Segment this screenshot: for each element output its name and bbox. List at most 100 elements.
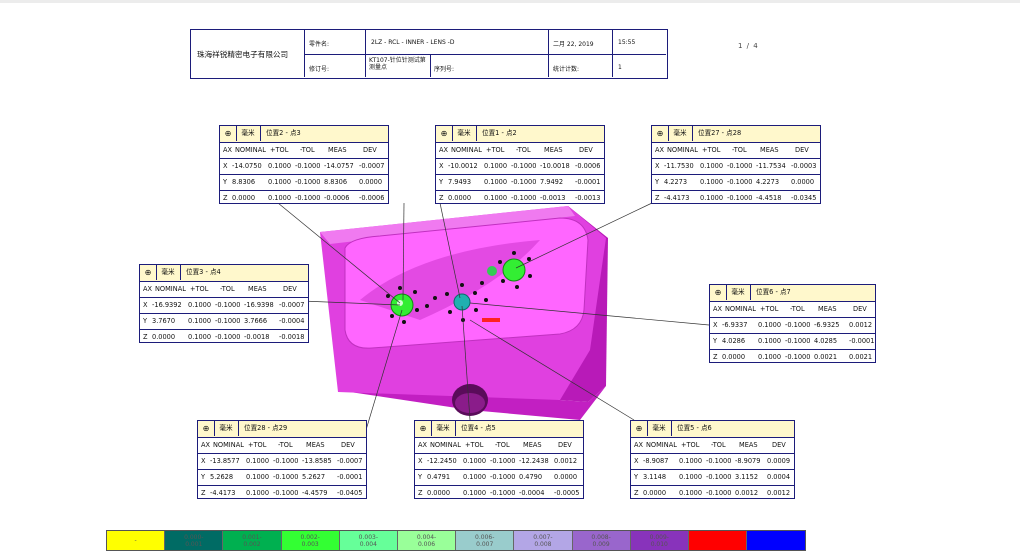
cell-ptol: 0.1000 [700, 178, 724, 186]
cell-meas: -4.4518 [756, 194, 782, 202]
cell-ptol: 0.1000 [700, 194, 724, 202]
cell-ax: Y [634, 473, 639, 481]
col-ax: AX [634, 441, 644, 449]
feature-label: 位置2 - 点3 [266, 129, 301, 137]
col-dev: DEV [579, 146, 593, 154]
dim-box-p2-pt3: ⊕ 毫米 位置2 - 点3 AX NOMINAL +TOL -TOL MEAS … [219, 125, 389, 204]
report-header: 珠海祥锐精密电子有限公司 零件名: 2LZ - RCL - INNER - LE… [190, 29, 668, 79]
cell-nominal: -13.8577 [210, 457, 240, 465]
cell-ptol: 0.1000 [246, 473, 270, 481]
col-dev: DEV [341, 441, 355, 449]
cell-meas: -0.0006 [324, 194, 350, 202]
legend-cell: 0.001- 0.002 [223, 531, 282, 550]
cell-mtol: -0.1000 [706, 473, 732, 481]
col-dev: DEV [853, 305, 867, 313]
cell-dev: 0.0000 [359, 178, 383, 186]
position-tolerance-icon: ⊕ [415, 421, 432, 436]
feature-label: 位置28 - 点29 [244, 424, 288, 432]
cell-nominal: 0.0000 [152, 333, 176, 341]
cell-nominal: -6.9337 [722, 321, 748, 329]
cell-nominal: -11.7530 [664, 162, 694, 170]
cell-nominal: 4.2273 [664, 178, 688, 186]
cell-ptol: 0.1000 [246, 457, 270, 465]
page-indicator: 1 / 4 [738, 42, 759, 50]
stat-count-label: 统计计数: [553, 66, 580, 73]
cell-nominal: -4.4173 [210, 489, 236, 497]
cell-ptol: 0.1000 [268, 178, 292, 186]
cell-nominal: 3.7670 [152, 317, 176, 325]
cell-ptol: 0.1000 [758, 337, 782, 345]
legend-cell: - [107, 531, 166, 550]
cell-nominal: 0.0000 [448, 194, 472, 202]
col-dev: DEV [283, 285, 297, 293]
cell-nominal: 0.0000 [643, 489, 667, 497]
cell-nominal: 3.1148 [643, 473, 667, 481]
serial-label: 序列号: [434, 66, 455, 73]
legend-cell: 0.009- 0.010 [630, 531, 689, 550]
cell-ptol: 0.1000 [679, 489, 703, 497]
cell-ax: Z [655, 194, 660, 202]
cell-meas: -14.0757 [324, 162, 354, 170]
feature-label: 位置5 - 点6 [677, 424, 712, 432]
cell-mtol: -0.1000 [215, 301, 241, 309]
cell-ptol: 0.1000 [758, 321, 782, 329]
col-mtol: -TOL [220, 285, 235, 293]
cell-ax: X [634, 457, 639, 465]
unit-label: 毫米 [214, 421, 239, 436]
position-tolerance-icon: ⊕ [436, 126, 453, 141]
dim-box-p28-pt29: ⊕ 毫米 位置28 - 点29 AX NOMINAL +TOL -TOL MEA… [197, 420, 367, 499]
cell-ax: Z [143, 333, 148, 341]
col-ptol: +TOL [248, 441, 267, 449]
legend-cell: 0.000- 0.001 [165, 531, 224, 550]
col-ptol: +TOL [465, 441, 484, 449]
cell-nominal: 4.0286 [722, 337, 746, 345]
part-name: 2LZ - RCL - INNER - LENS -D [371, 39, 455, 46]
report-time: 15:55 [618, 39, 636, 46]
unit-label: 毫米 [647, 421, 672, 436]
cell-meas: -12.2438 [519, 457, 549, 465]
cell-meas: 4.2273 [756, 178, 780, 186]
cell-mtol: -0.1000 [727, 178, 753, 186]
cell-nominal: -10.0012 [448, 162, 478, 170]
cell-ax: Z [418, 489, 423, 497]
cell-mtol: -0.1000 [273, 457, 299, 465]
cell-dev: 0.0012 [767, 489, 791, 497]
cell-ax: Y [439, 178, 444, 186]
col-meas: MEAS [544, 146, 563, 154]
stat-count-value: 1 [618, 64, 622, 71]
cell-meas: -10.0018 [540, 162, 570, 170]
unit-label: 毫米 [236, 126, 261, 141]
feature-label: 位置3 - 点4 [186, 268, 221, 276]
col-meas: MEAS [248, 285, 267, 293]
col-nominal: NOMINAL [213, 441, 244, 449]
cell-ptol: 0.1000 [484, 194, 508, 202]
col-nominal: NOMINAL [451, 146, 482, 154]
cell-mtol: -0.1000 [511, 162, 537, 170]
cell-dev: 0.0012 [849, 321, 873, 329]
deviation-color-legend: - 0.000- 0.001 0.001- 0.002 0.002- 0.003 0.… [106, 530, 807, 551]
legend-cell: 0.006- 0.007 [456, 531, 515, 550]
top-separator [0, 0, 1020, 3]
position-tolerance-icon: ⊕ [198, 421, 215, 436]
cell-meas: 8.8306 [324, 178, 348, 186]
cell-nominal: 7.9493 [448, 178, 472, 186]
cell-ax: X [223, 162, 228, 170]
col-mtol: -TOL [790, 305, 805, 313]
cell-meas: -13.8585 [302, 457, 332, 465]
cell-mtol: -0.1000 [273, 473, 299, 481]
unit-label: 毫米 [431, 421, 456, 436]
cell-ax: X [655, 162, 660, 170]
legend-cell [747, 531, 806, 550]
legend-cell: 0.002- 0.003 [281, 531, 340, 550]
cell-ptol: 0.1000 [484, 162, 508, 170]
cell-nominal: 5.2628 [210, 473, 234, 481]
cell-mtol: -0.1000 [727, 162, 753, 170]
cell-meas: 0.4790 [519, 473, 543, 481]
position-tolerance-icon: ⊕ [652, 126, 669, 141]
col-mtol: -TOL [495, 441, 510, 449]
cell-meas: 0.0012 [735, 489, 759, 497]
cell-ax: Y [223, 178, 228, 186]
cell-ptol: 0.1000 [758, 353, 782, 361]
cell-ax: Y [418, 473, 423, 481]
cell-nominal: -12.2450 [427, 457, 457, 465]
